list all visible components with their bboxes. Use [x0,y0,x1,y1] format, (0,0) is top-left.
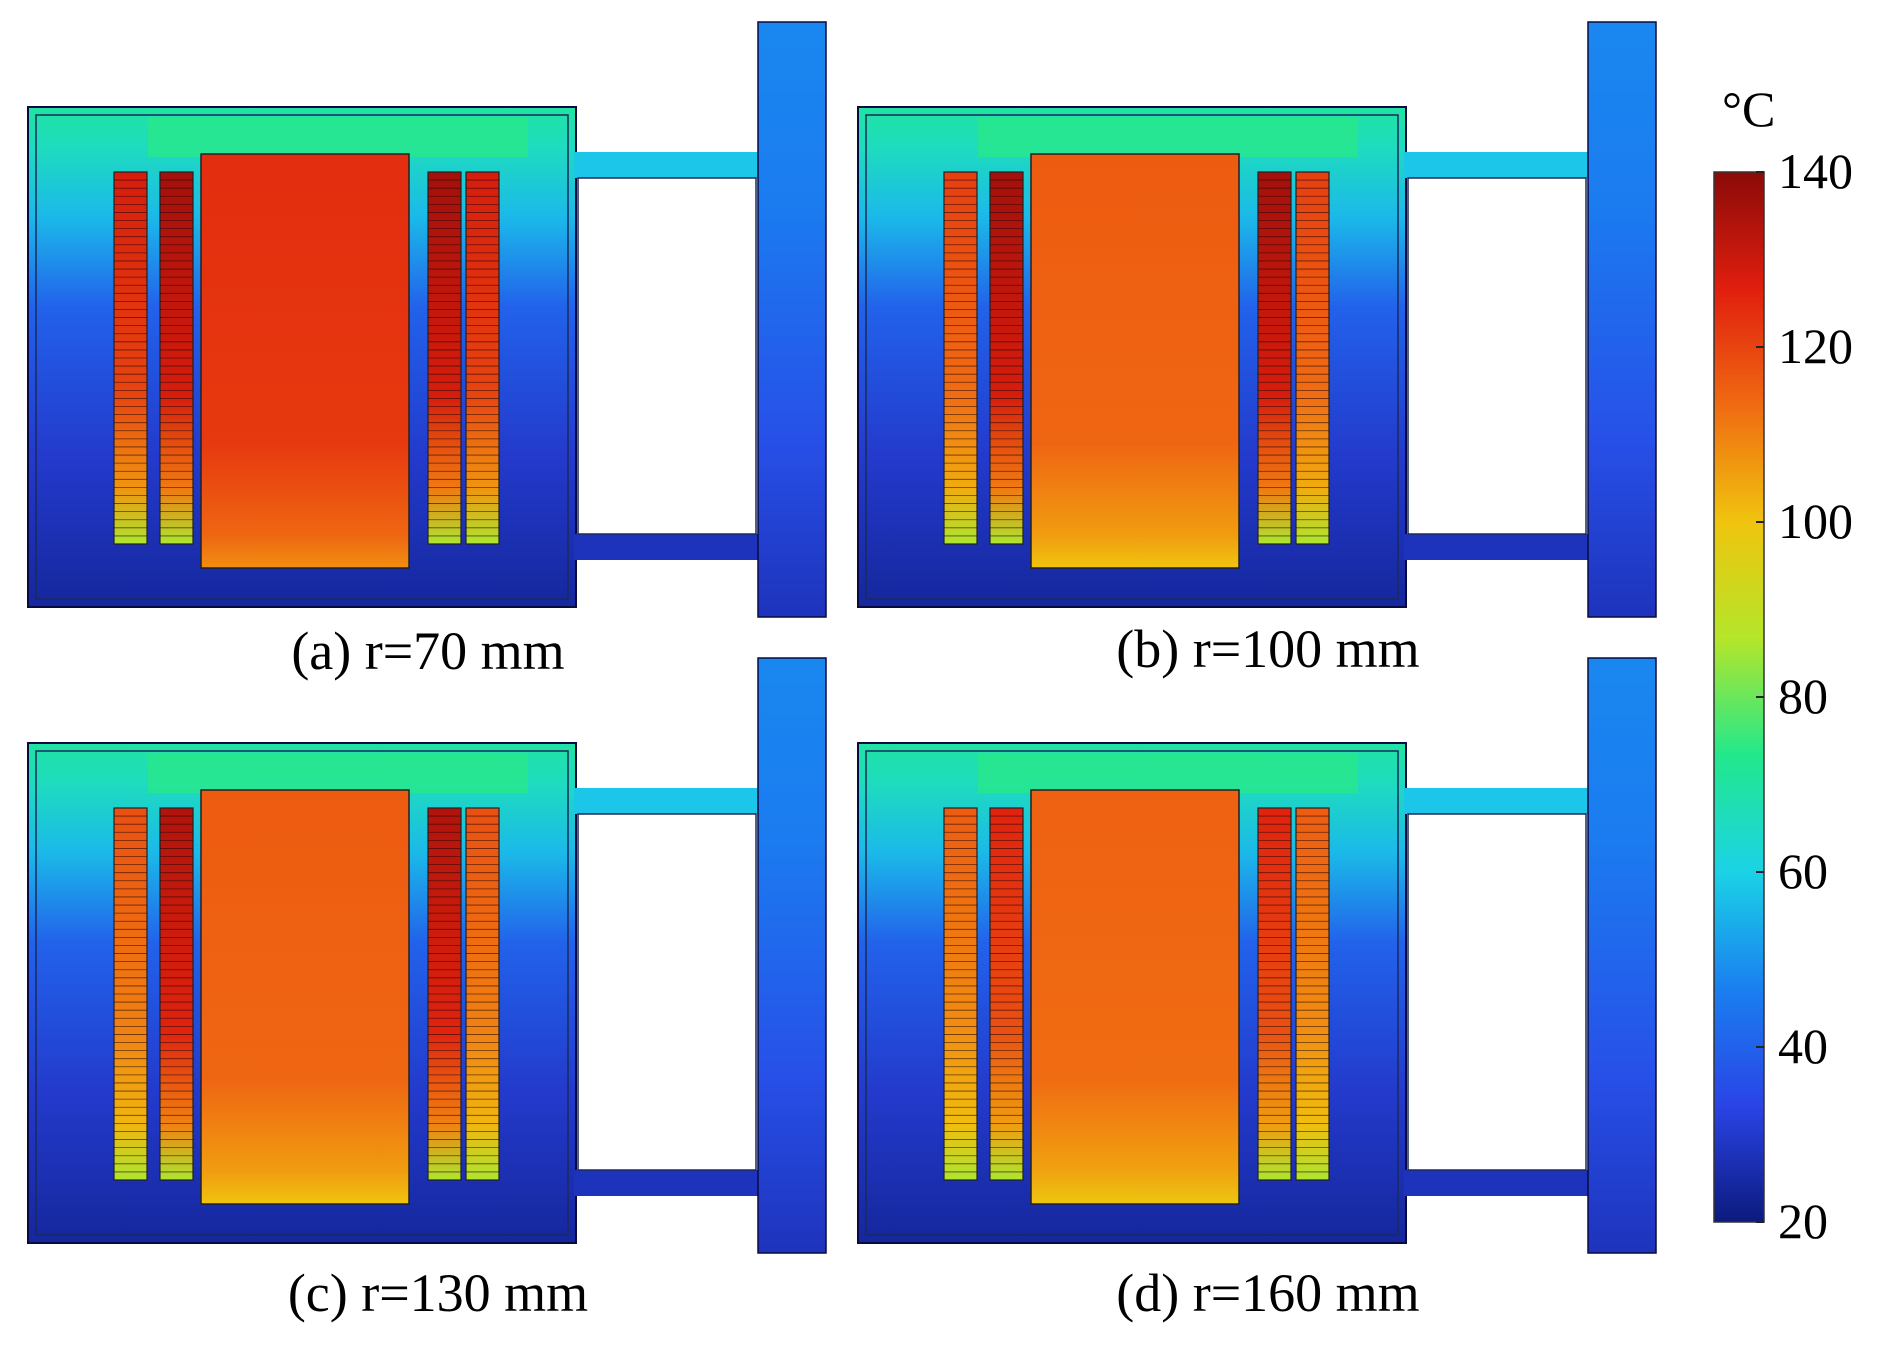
colorbar-tick-label: 140 [1778,143,1853,199]
top-pipe [574,788,760,814]
outer-coil-left [943,171,978,545]
colorbar [1713,171,1765,1223]
tank-wall [865,114,1399,600]
outer-coil-right [465,171,500,545]
inner-coil-right [1257,171,1292,545]
colorbar-tick-label: 80 [1778,668,1828,724]
colorbar-tick-label: 120 [1778,318,1853,374]
radiator-gap [577,177,757,535]
inner-coil-left [159,807,194,1181]
bottom-pipe [1404,1170,1590,1196]
panel-d-temperature-field [857,657,1657,1254]
panel-c-temperature-field [27,657,827,1254]
panel-c-caption: (c) r=130 mm [287,1263,589,1323]
radiator-channel [757,657,827,1254]
transformer-core [200,789,410,1205]
outer-coil-right [1295,171,1330,545]
radiator-channel [1587,21,1657,618]
colorbar-unit-label: °C [1722,81,1776,137]
transformer-core [1030,153,1240,569]
inner-coil-right [427,171,462,545]
radiator-gap [1407,813,1587,1171]
outer-coil-left [943,807,978,1181]
top-pipe [574,152,760,178]
colorbar-gradient [1713,171,1765,1223]
bottom-pipe [574,534,760,560]
tank-wall [35,114,569,600]
hot-oil-plume [978,117,1358,157]
transformer-core [1030,789,1240,1205]
panel-a-temperature-field [27,21,827,618]
radiator-channel [1587,657,1657,1254]
panel-b-temperature-field [857,21,1657,618]
top-pipe [1404,152,1590,178]
panel-a-caption: (a) r=70 mm [291,621,565,681]
colorbar-tick-label: 100 [1778,493,1853,549]
outer-coil-right [1295,807,1330,1181]
tank-wall [35,750,569,1236]
radiator-channel [757,21,827,618]
inner-coil-left [989,171,1024,545]
panel-d-caption: (d) r=160 mm [1116,1263,1420,1323]
bottom-pipe [574,1170,760,1196]
tank-wall [865,750,1399,1236]
bottom-pipe [1404,534,1590,560]
top-pipe [1404,788,1590,814]
inner-coil-right [1257,807,1292,1181]
hot-oil-plume [978,753,1358,793]
colorbar-tick-label: 60 [1778,843,1828,899]
inner-coil-right [427,807,462,1181]
transformer-core [200,153,410,569]
inner-coil-left [989,807,1024,1181]
radiator-gap [577,813,757,1171]
inner-coil-left [159,171,194,545]
hot-oil-plume [148,753,528,793]
colorbar-tick-label: 40 [1778,1018,1828,1074]
hot-oil-plume [148,117,528,157]
outer-coil-right [465,807,500,1181]
radiator-gap [1407,177,1587,535]
panel-b-caption: (b) r=100 mm [1116,619,1420,679]
colorbar-tick-label: 20 [1778,1193,1828,1249]
outer-coil-left [113,807,148,1181]
outer-coil-left [113,171,148,545]
